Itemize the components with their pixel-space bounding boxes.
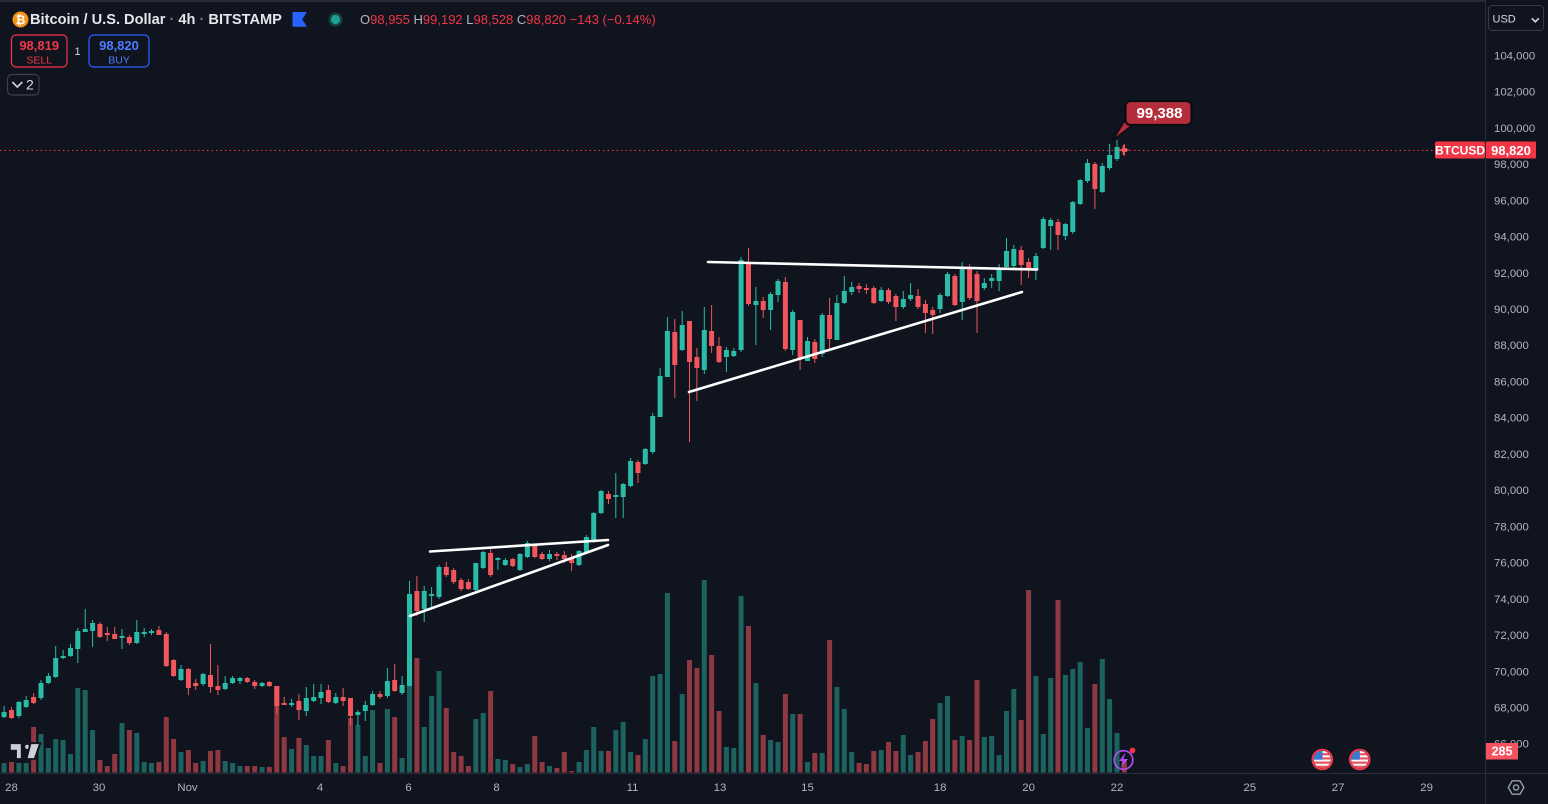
svg-text:92,000: 92,000 [1494,268,1529,280]
svg-text:25: 25 [1243,782,1256,794]
svg-text:30: 30 [93,782,106,794]
svg-text:USD: USD [1493,14,1516,26]
svg-text:4: 4 [317,782,323,794]
svg-text:99,388: 99,388 [1137,105,1183,122]
svg-text:82,000: 82,000 [1494,449,1529,461]
svg-text:88,000: 88,000 [1494,340,1529,352]
svg-text:78,000: 78,000 [1494,521,1529,533]
svg-text:100,000: 100,000 [1494,123,1535,135]
svg-text:96,000: 96,000 [1494,195,1529,207]
svg-text:20: 20 [1022,782,1035,794]
svg-text:O98,955 H99,192 L98,528 C98,82: O98,955 H99,192 L98,528 C98,820 −143 (−0… [360,12,656,27]
svg-text:6: 6 [405,782,411,794]
svg-text:15: 15 [801,782,814,794]
svg-text:BUY: BUY [108,55,130,67]
svg-text:76,000: 76,000 [1494,558,1529,570]
svg-text:80,000: 80,000 [1494,485,1529,497]
svg-text:98,820: 98,820 [1491,143,1531,158]
svg-text:104,000: 104,000 [1494,51,1535,63]
svg-text:Bitcoin / U.S. Dollar · 4h · B: Bitcoin / U.S. Dollar · 4h · BITSTAMP [30,12,282,28]
svg-text:₿: ₿ [16,13,26,27]
svg-text:11: 11 [627,782,639,794]
svg-text:84,000: 84,000 [1494,413,1529,425]
svg-text:72,000: 72,000 [1494,630,1529,642]
svg-text:70,000: 70,000 [1494,666,1529,678]
svg-text:27: 27 [1332,782,1345,794]
svg-text:98,819: 98,819 [19,38,59,53]
svg-text:SELL: SELL [26,55,52,67]
svg-text:BTCUSD: BTCUSD [1435,144,1485,158]
svg-text:94,000: 94,000 [1494,232,1529,244]
svg-text:2: 2 [26,77,34,93]
svg-text:90,000: 90,000 [1494,304,1529,316]
svg-text:28: 28 [5,782,18,794]
svg-text:13: 13 [714,782,727,794]
svg-text:22: 22 [1111,782,1124,794]
svg-text:86,000: 86,000 [1494,377,1529,389]
svg-text:74,000: 74,000 [1494,594,1529,606]
svg-text:68,000: 68,000 [1494,703,1529,715]
svg-text:98,000: 98,000 [1494,159,1529,171]
svg-text:Nov: Nov [177,782,198,794]
svg-text:18: 18 [934,782,947,794]
svg-text:98,820: 98,820 [99,38,139,53]
svg-text:285: 285 [1492,745,1513,759]
svg-text:29: 29 [1420,782,1433,794]
svg-text:102,000: 102,000 [1494,87,1535,99]
svg-text:8: 8 [493,782,499,794]
svg-text:1: 1 [74,46,80,58]
